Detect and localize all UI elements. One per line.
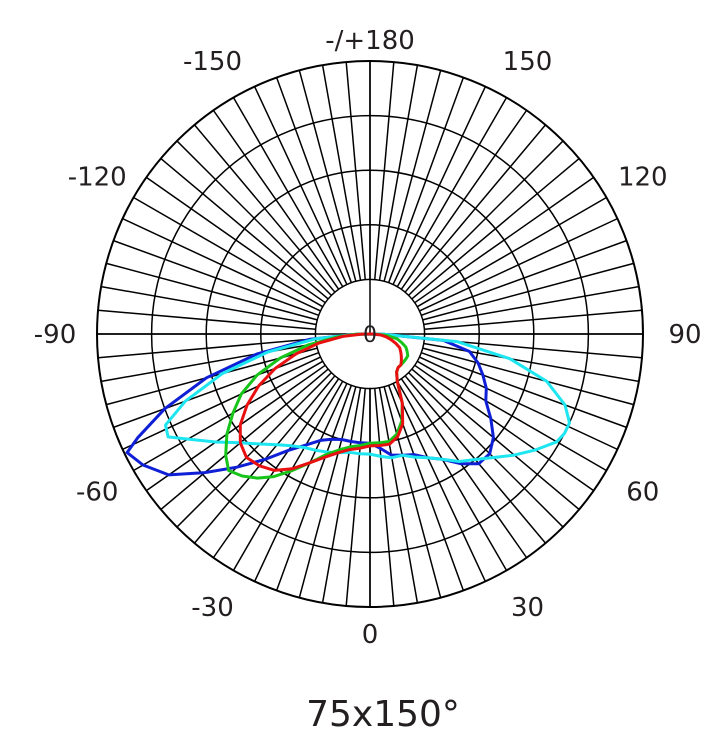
angle-label: -150 (183, 47, 242, 77)
angle-label: 30 (511, 593, 544, 623)
polar-grid (96, 60, 644, 608)
angle-label: 150 (503, 47, 553, 77)
angle-label: 90 (668, 320, 701, 350)
grid-ring (150, 114, 590, 554)
series-curve-4 (238, 332, 405, 472)
angle-label: 0 (362, 620, 379, 650)
center-label: 0 (363, 323, 377, 348)
angle-label: -120 (68, 163, 127, 193)
grid-ring (96, 60, 644, 608)
angle-label: 60 (626, 478, 659, 508)
series-curve-3 (224, 332, 410, 480)
angle-label: -60 (76, 478, 118, 508)
angle-label: 120 (618, 163, 668, 193)
angle-label: -/+180 (325, 26, 415, 56)
angle-labels: -/+180 150 -150 120 -120 90 -90 60 -60 30 -30 0 (34, 26, 702, 650)
angle-label: -30 (191, 593, 233, 623)
series-curve-2 (164, 332, 571, 463)
angle-label: -90 (34, 320, 76, 350)
chart-caption: 75x150° (306, 694, 460, 735)
series-layer (125, 332, 571, 480)
grid-ring (205, 169, 535, 499)
